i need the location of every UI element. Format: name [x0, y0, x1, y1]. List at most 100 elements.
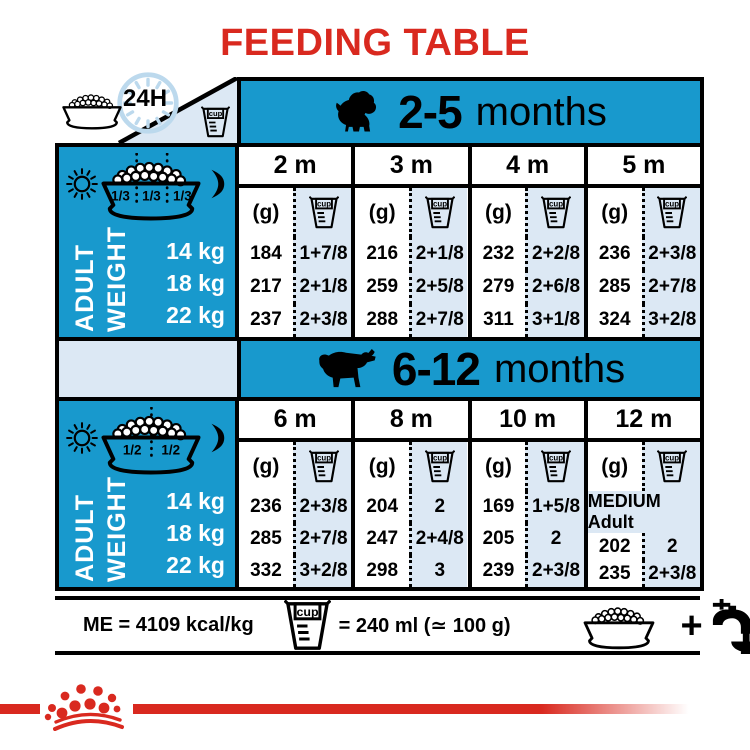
- cups-subheader: cup: [292, 442, 352, 491]
- month-body: (g) cup 169 1+5/8 205 2 239 2+3/8: [471, 442, 584, 587]
- measuring-cup-icon: cup: [201, 106, 230, 138]
- sidebar-adult-weight: 1/3 1/3 1/3 ADULT WEIGHT 14 kg 18 kg 22 kg: [55, 143, 235, 337]
- data-row: 204 2: [355, 491, 468, 523]
- cups-subheader: cup: [525, 442, 584, 491]
- cups-subheader: cup: [409, 442, 468, 491]
- month-body: (g) cup 236 2+3/8 285 2+7/8 332 3+2/8: [239, 442, 352, 587]
- data-row: 169 1+5/8: [471, 491, 584, 523]
- data-row: 217 2+1/8: [239, 270, 352, 304]
- portion-label: 1/3: [142, 189, 161, 204]
- cups-cell: 2+5/8: [409, 270, 468, 304]
- grams-cell: 169: [471, 491, 526, 523]
- cups-value: 2+1/8: [415, 242, 464, 264]
- grams-cell: 298: [355, 555, 410, 587]
- cups-value: 2+5/8: [415, 275, 464, 297]
- grams-cell: 285: [587, 270, 642, 304]
- data-row: 216 2+1/8: [355, 237, 468, 271]
- cup-word: cup: [296, 604, 318, 618]
- month-column-12m: 12 m (g) cup MEDIUM Adult 202 2 235 2+3/8: [583, 401, 700, 587]
- month-header: 3 m: [355, 147, 468, 188]
- bottom-red-bar-left: [0, 704, 40, 714]
- cup-word: cup: [549, 199, 563, 208]
- month-body: (g) cup 236 2+3/8 285 2+7/8 324 3+2/8: [587, 188, 700, 337]
- weight-word: WEIGHT: [103, 226, 131, 332]
- grams-cell: 279: [471, 270, 526, 304]
- cups-value: 2+6/8: [532, 275, 581, 297]
- cups-value: 3: [434, 560, 446, 581]
- month-columns: 2 m (g) cup 184 1+7/8 217 2+1/8 237 2+3/8 3 m (g) c…: [235, 143, 700, 337]
- cups-cell: 2: [641, 533, 700, 560]
- sun-icon: [66, 422, 98, 454]
- subheader-row: (g) cup: [355, 188, 468, 237]
- grams-value: 239: [482, 560, 515, 581]
- footer-info-row: ME = 4109 kcal/kg cup = 240 ml (≃ 100 g)…: [55, 596, 750, 655]
- data-row: 184 1+7/8: [239, 237, 352, 271]
- grams-subheader: (g): [355, 188, 410, 237]
- grams-value: 285: [598, 275, 631, 297]
- section-header-2-5: 2-5 months: [237, 77, 700, 143]
- daily-bowl-icon-wrap: [60, 89, 124, 131]
- age-range: 6-12: [391, 343, 481, 395]
- grams-cell: 236: [239, 491, 293, 523]
- data-row: 311 3+1/8: [471, 303, 584, 337]
- grams-subheader: (g): [355, 442, 410, 491]
- cups-value: 2+3/8: [532, 560, 581, 581]
- cups-cell: 1+7/8: [292, 237, 352, 271]
- cups-value: 2+4/8: [415, 528, 464, 549]
- grams-cell: 259: [355, 270, 410, 304]
- grams-cell: 237: [239, 303, 293, 337]
- grams-unit-label: (g): [485, 200, 512, 224]
- grams-value: 184: [250, 242, 282, 264]
- cups-cell: 2+7/8: [641, 270, 700, 304]
- grams-unit-label: (g): [601, 454, 629, 478]
- cups-value: 2+7/8: [299, 528, 348, 549]
- data-row: 236 2+3/8: [587, 237, 700, 271]
- cups-value: 1+5/8: [532, 496, 581, 517]
- cups-value: 2: [667, 535, 678, 557]
- measuring-cup-icon: cup: [541, 449, 572, 482]
- grams-subheader: (g): [239, 442, 293, 491]
- data-row: 285 2+7/8: [239, 523, 352, 555]
- subheader-row: (g) cup: [587, 442, 700, 491]
- adult-word: ADULT: [71, 494, 99, 582]
- data-row: 324 3+2/8: [587, 303, 700, 337]
- grams-value: 236: [250, 496, 282, 517]
- cups-cell: 2+3/8: [525, 555, 584, 587]
- cups-subheader: cup: [641, 188, 700, 237]
- data-row: 232 2+2/8: [471, 237, 584, 271]
- grams-value: 216: [366, 242, 399, 264]
- grams-cell: 285: [239, 523, 293, 555]
- data-row: 285 2+7/8: [587, 270, 700, 304]
- grams-subheader: (g): [239, 188, 293, 237]
- grams-unit-label: (g): [252, 454, 280, 478]
- weight-value: 18 kg: [166, 270, 225, 296]
- grams-subheader: (g): [471, 442, 526, 491]
- month-body: (g) cup 204 2 247 2+4/8 298 3: [355, 442, 468, 587]
- portion-label: 1/3: [111, 189, 130, 204]
- cup-word: cup: [317, 199, 331, 208]
- sun-icon-wrap: [65, 167, 99, 201]
- month-column-3m: 3 m (g) cup 216 2+1/8 259 2+5/8 288 2+7/8: [351, 147, 468, 337]
- data-row: 298 3: [355, 555, 468, 587]
- weight-value: 22 kg: [166, 302, 225, 328]
- moon-icon: [211, 169, 225, 199]
- measuring-cup-icon: cup: [657, 195, 688, 228]
- medium-adult-row: MEDIUM Adult: [587, 491, 700, 533]
- cups-value: 3+1/8: [532, 309, 581, 331]
- measuring-cup-icon: cup: [424, 449, 455, 482]
- grams-unit-label: (g): [368, 454, 396, 478]
- grams-subheader: (g): [587, 442, 642, 491]
- sidebar-adult-weight: 1/2 1/2 ADULT WEIGHT 14 kg 18 kg 22 kg: [55, 397, 235, 587]
- weight-value: 18 kg: [166, 520, 225, 546]
- adult-dog-silhouette: [319, 348, 376, 388]
- moon-icon-wrap: [205, 423, 227, 453]
- cup-word: cup: [549, 453, 563, 462]
- grams-value: 205: [482, 528, 515, 549]
- data-row: 236 2+3/8: [239, 491, 352, 523]
- moon-icon-wrap: [205, 169, 227, 199]
- month-header: 12 m: [587, 401, 700, 442]
- grams-value: 204: [366, 496, 399, 517]
- grams-unit-label: (g): [601, 200, 629, 224]
- grams-subheader: (g): [587, 188, 642, 237]
